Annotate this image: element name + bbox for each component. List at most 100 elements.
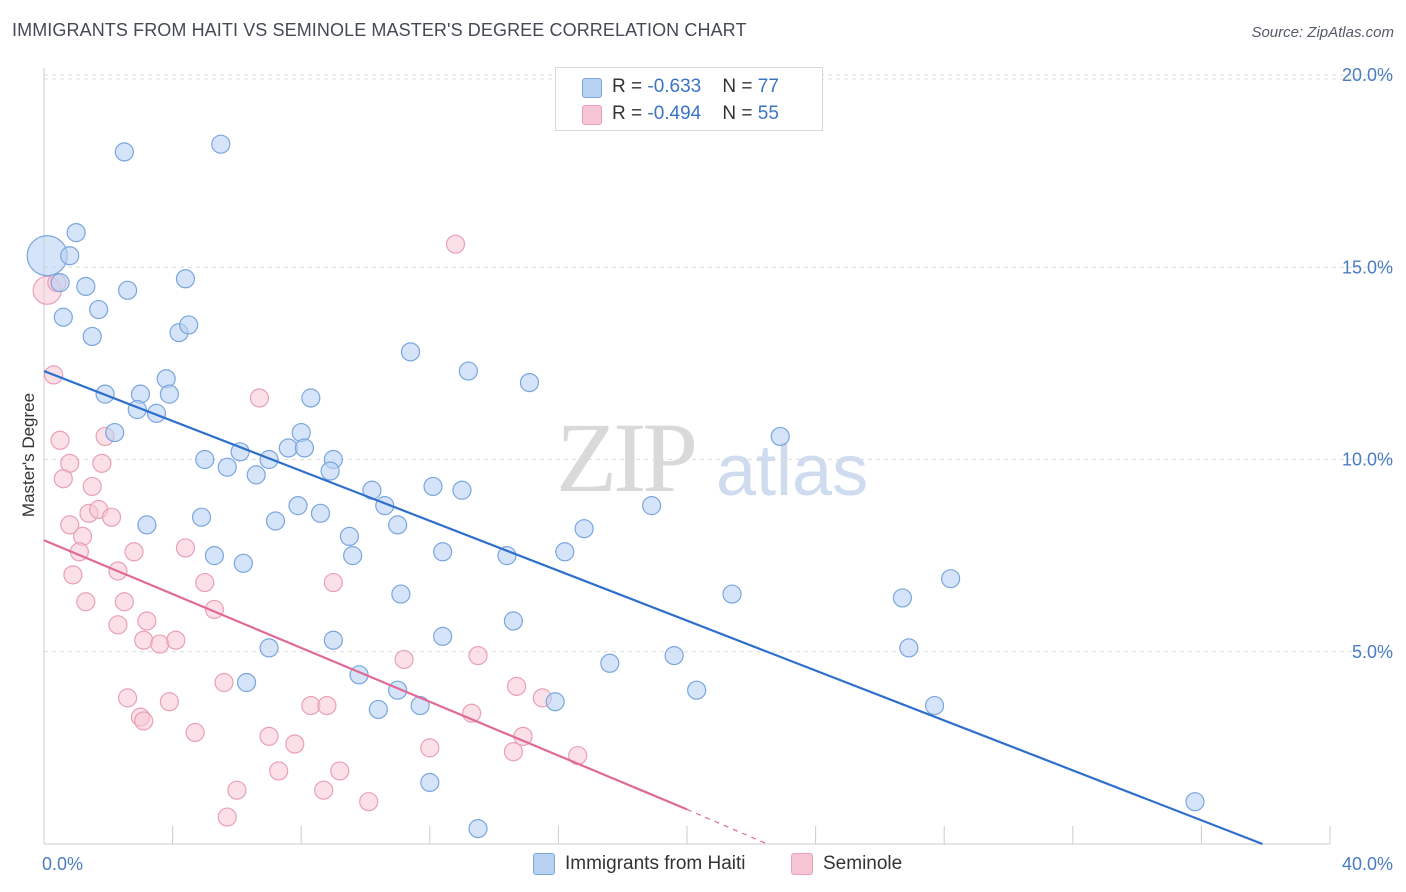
seminole-point bbox=[468, 645, 488, 666]
seminole-point bbox=[166, 630, 186, 650]
seminole-point bbox=[420, 738, 440, 758]
y-axis-label: Master's Degree bbox=[19, 393, 38, 517]
haiti-point bbox=[137, 515, 157, 535]
haiti-point bbox=[60, 246, 80, 266]
haiti-point bbox=[368, 699, 388, 720]
haiti-point bbox=[433, 542, 453, 562]
haiti-point bbox=[388, 515, 408, 535]
seminole-point bbox=[214, 672, 234, 693]
seminole-point bbox=[60, 515, 80, 535]
seminole-point bbox=[117, 688, 138, 708]
n-label: N = bbox=[722, 76, 758, 97]
seminole-point bbox=[134, 630, 154, 650]
haiti-point bbox=[452, 480, 472, 500]
haiti-point bbox=[246, 465, 266, 485]
haiti-point bbox=[343, 546, 363, 566]
axes bbox=[43, 68, 1331, 845]
haiti-point bbox=[204, 546, 224, 566]
haiti-point bbox=[278, 438, 298, 458]
haiti-point bbox=[468, 819, 488, 839]
haiti-point bbox=[899, 638, 919, 658]
seminole-point bbox=[507, 676, 527, 696]
haiti-point bbox=[400, 342, 421, 362]
seminole-point bbox=[63, 565, 83, 585]
watermark-atlas: atlas bbox=[716, 431, 869, 511]
haiti-point bbox=[179, 315, 199, 335]
legend-haiti-text: R = -0.633 N = 77 bbox=[612, 76, 779, 98]
r-value: -0.494 bbox=[647, 103, 702, 124]
haiti-point bbox=[503, 611, 523, 631]
seminole-point bbox=[394, 649, 414, 670]
haiti-point bbox=[574, 519, 594, 539]
seminole-points bbox=[32, 234, 588, 827]
haiti-points bbox=[26, 134, 1205, 839]
haiti-point bbox=[664, 645, 684, 666]
haiti-point bbox=[105, 422, 125, 443]
y-tick-label: 5.0% bbox=[1352, 642, 1393, 662]
haiti-point bbox=[76, 276, 96, 297]
seminole-point bbox=[317, 695, 337, 716]
haiti-point bbox=[924, 695, 945, 716]
haiti-point bbox=[941, 569, 961, 589]
haiti-point bbox=[233, 553, 253, 573]
seminole-point bbox=[124, 542, 144, 562]
haiti-point bbox=[259, 638, 279, 658]
haiti-point bbox=[391, 584, 411, 604]
seminole-point bbox=[445, 234, 466, 254]
seminole-point bbox=[92, 453, 112, 473]
seminole-point bbox=[185, 722, 205, 743]
haiti-point bbox=[420, 772, 440, 793]
haiti-point bbox=[146, 403, 167, 423]
haiti-point bbox=[545, 692, 565, 712]
y-tick-label: 10.0% bbox=[1342, 450, 1393, 470]
haiti-point bbox=[211, 134, 231, 154]
haiti-point bbox=[294, 438, 315, 458]
seminole-point bbox=[114, 592, 134, 612]
y-tick-label: 15.0% bbox=[1342, 257, 1393, 277]
seminole-point bbox=[50, 430, 70, 450]
seminole-point bbox=[82, 476, 102, 497]
haiti-point bbox=[458, 361, 478, 381]
r-label: R = bbox=[612, 103, 648, 124]
seminole-point bbox=[330, 761, 350, 781]
x-tick-label-end: 40.0% bbox=[1342, 854, 1393, 874]
haiti-point bbox=[117, 280, 138, 300]
haiti-point bbox=[288, 496, 308, 516]
haiti-swatch bbox=[582, 78, 602, 98]
seminole-point bbox=[217, 807, 237, 827]
haiti-point bbox=[217, 457, 237, 477]
seminole-point bbox=[503, 742, 523, 762]
haiti-point bbox=[423, 476, 443, 497]
haiti-point bbox=[159, 384, 179, 404]
haiti-point bbox=[82, 326, 102, 347]
haiti-point bbox=[1185, 792, 1205, 812]
x-tick-label-start: 0.0% bbox=[42, 854, 83, 874]
haiti-point bbox=[433, 626, 453, 646]
haiti-point bbox=[320, 461, 340, 481]
haiti-point bbox=[770, 426, 790, 447]
source-label: Source: ZipAtlas.com bbox=[1251, 24, 1394, 41]
seminole-point bbox=[175, 538, 196, 558]
haiti-point bbox=[265, 511, 286, 531]
tick-labels: 5.0% 10.0% 15.0% 20.0% 0.0% 40.0% bbox=[42, 65, 1393, 874]
seminole-point bbox=[53, 469, 73, 489]
seminole-point bbox=[249, 388, 270, 408]
seminole-point bbox=[101, 507, 122, 527]
haiti-point bbox=[175, 269, 196, 289]
haiti-swatch bbox=[533, 853, 555, 875]
n-value: 55 bbox=[757, 103, 779, 124]
seminole-point bbox=[285, 734, 305, 754]
seminole-point bbox=[150, 634, 170, 654]
chart-title: IMMIGRANTS FROM HAITI VS SEMINOLE MASTER… bbox=[12, 20, 747, 40]
haiti-point bbox=[323, 630, 343, 650]
r-label: R = bbox=[612, 76, 648, 97]
haiti-point bbox=[301, 388, 321, 408]
seminole-point bbox=[195, 572, 215, 593]
haiti-point bbox=[89, 299, 109, 320]
seminole-point bbox=[159, 692, 179, 712]
haiti-point bbox=[497, 546, 517, 566]
seminole-point bbox=[269, 761, 289, 781]
haiti-point bbox=[53, 307, 73, 327]
seminole-point bbox=[227, 780, 247, 800]
seminole-point bbox=[301, 695, 321, 716]
